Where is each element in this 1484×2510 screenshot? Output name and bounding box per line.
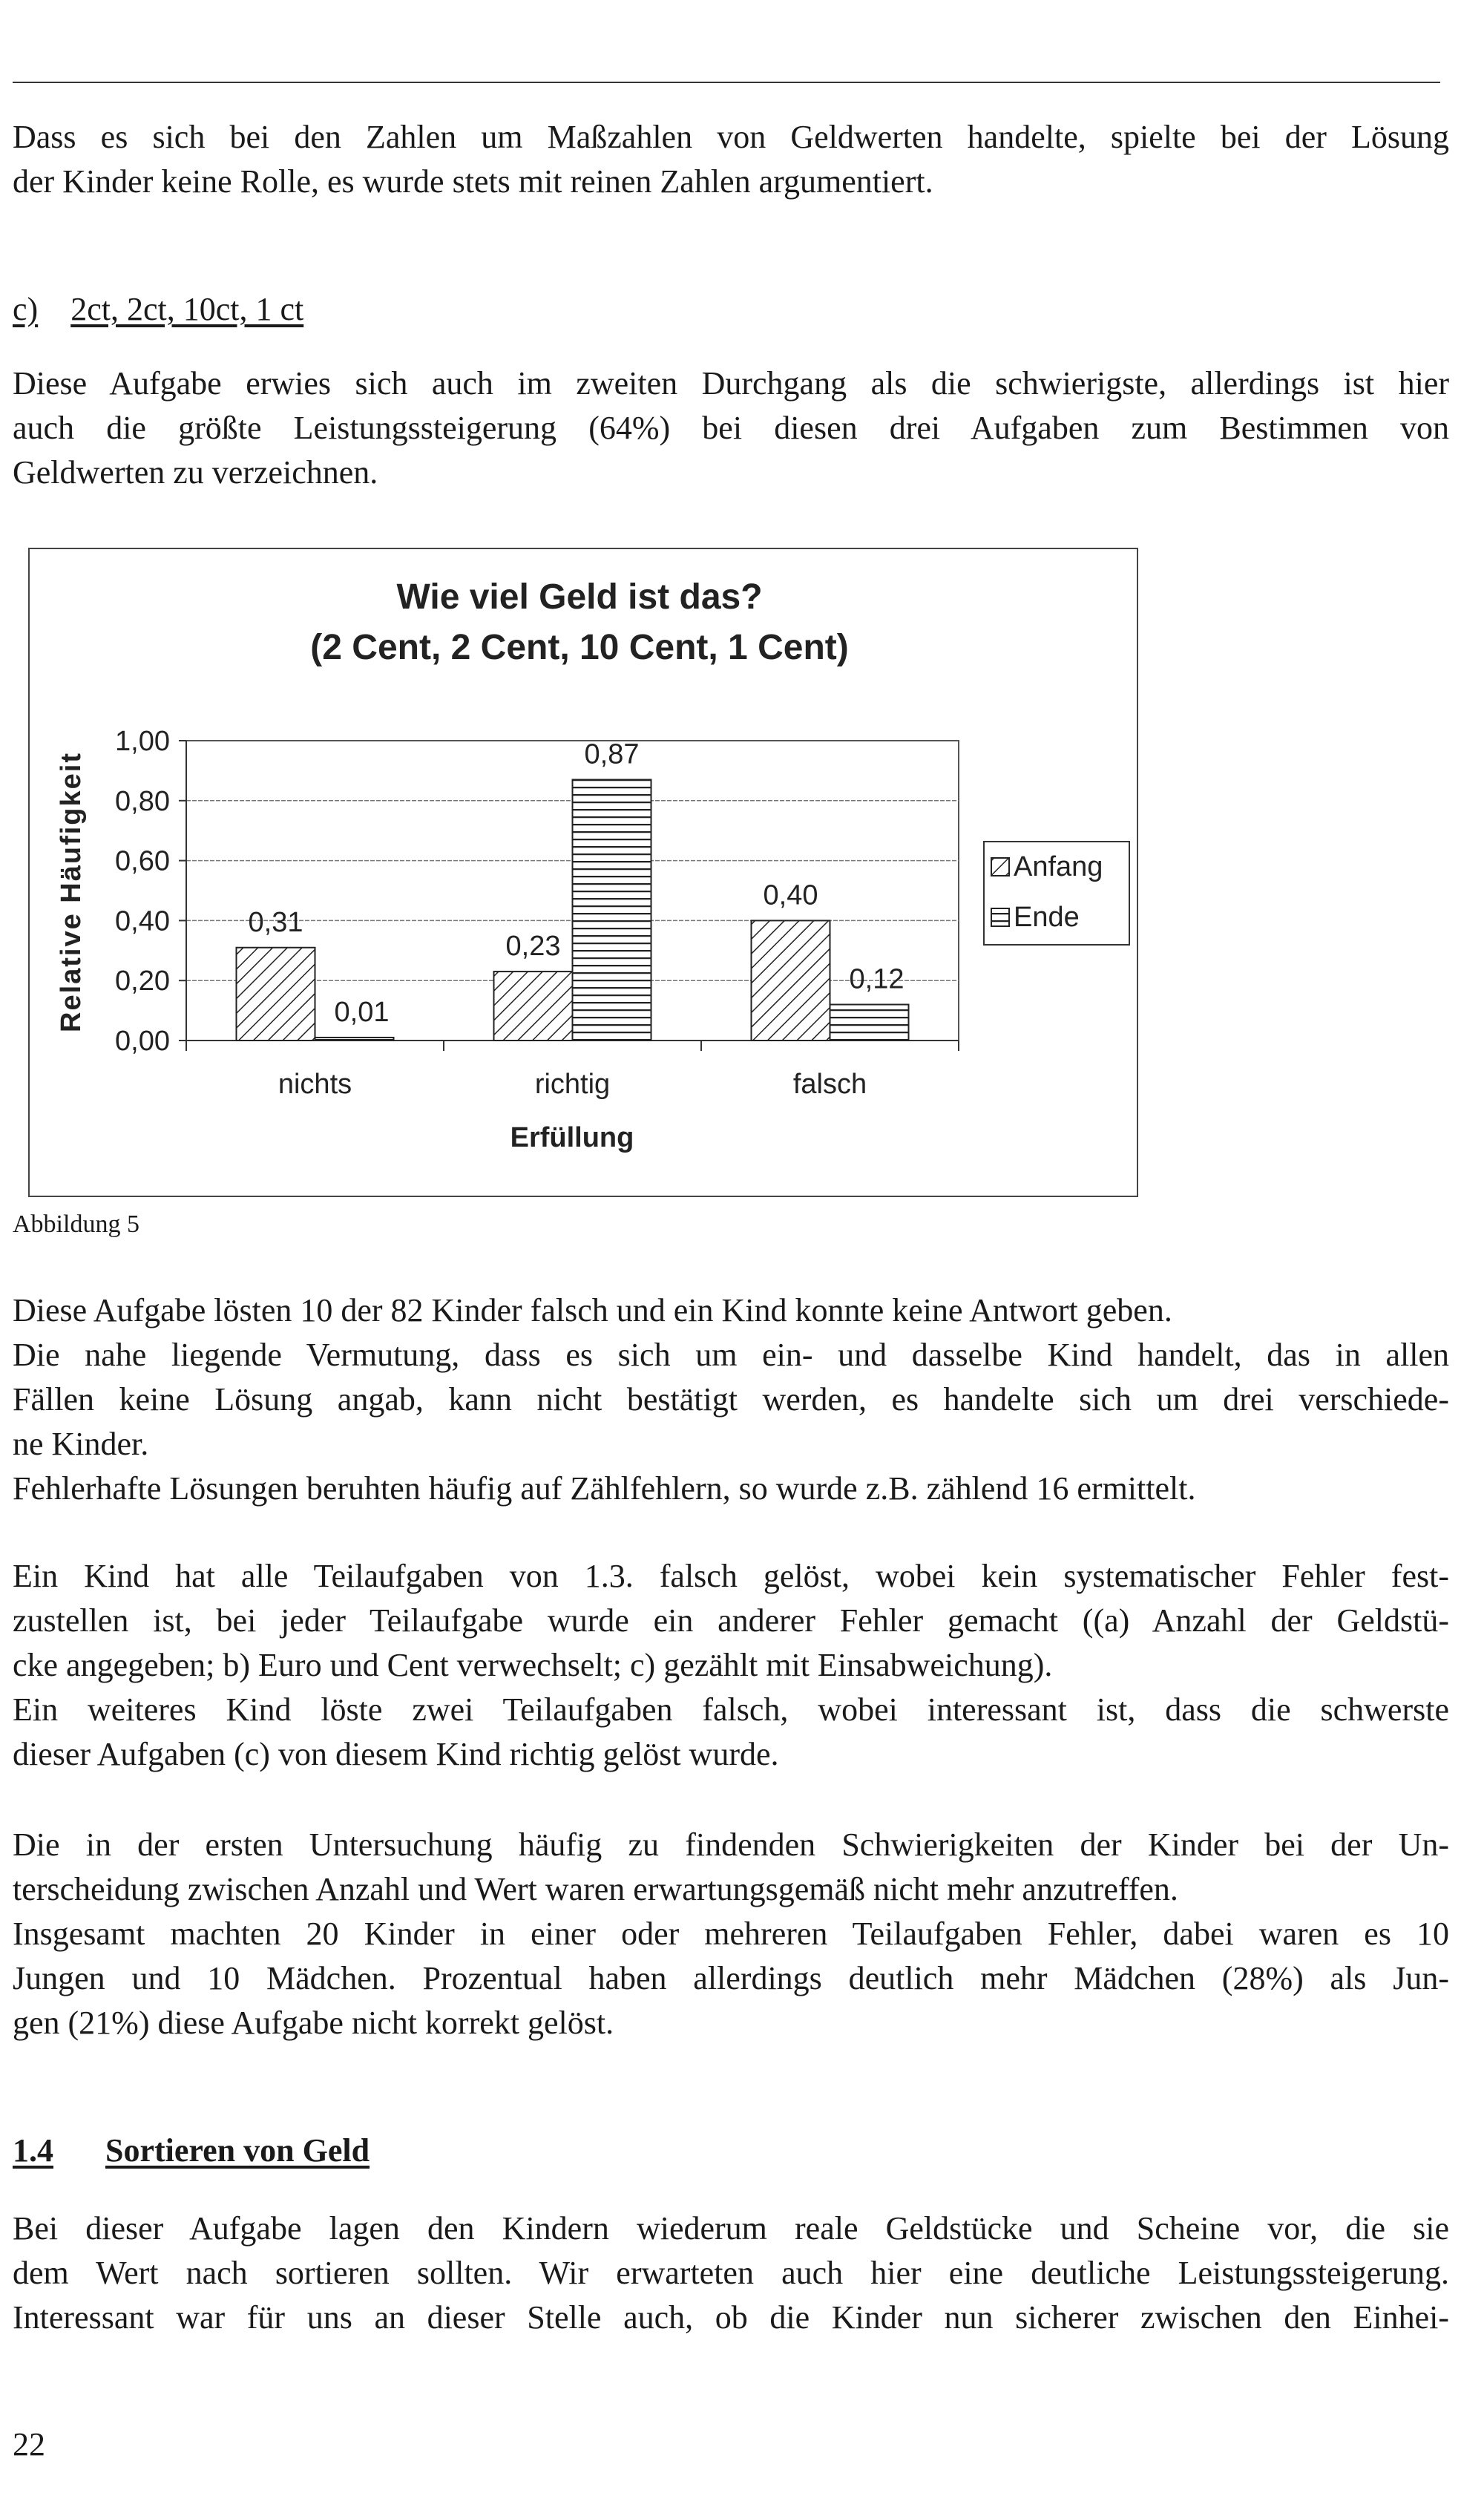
x-tick-label-nichts: nichts: [278, 1069, 352, 1100]
legend: Anfang Ende: [983, 841, 1130, 946]
data-label: 0,87: [585, 739, 640, 770]
text-line: Bei dieser Aufgabe lagen den Kindern wie…: [13, 2210, 1449, 2247]
page-number: 22: [13, 2426, 45, 2463]
y-tick-label: 1,00: [115, 726, 170, 757]
data-label: 0,12: [850, 964, 904, 995]
section-title: Sortieren von Geld: [105, 2132, 370, 2169]
bar-ende-nichts: [314, 1036, 395, 1041]
text-line: Fällen keine Lösung angab, kann nicht be…: [13, 1381, 1449, 1418]
paragraph-1: Dass es sich bei den Zahlen um Maßzahlen…: [13, 115, 1449, 204]
bar-ende-richtig: [571, 779, 652, 1042]
bar-anfang-nichts: [235, 946, 316, 1042]
text-line: cke angegeben; b) Euro und Cent verwechs…: [13, 1647, 1053, 1683]
y-tick-label: 0,00: [115, 1026, 170, 1057]
text-line: ne Kinder.: [13, 1426, 149, 1462]
y-tick-label: 0,80: [115, 786, 170, 817]
text-line: Ein Kind hat alle Teilaufgaben von 1.3. …: [13, 1558, 1449, 1594]
text-line: Insgesamt machten 20 Kinder in einer ode…: [13, 1916, 1449, 1952]
legend-swatch-ende: [991, 908, 1010, 927]
text-line: Interessant war für uns an dieser Stelle…: [13, 2299, 1449, 2336]
subsection-label: c): [13, 291, 39, 327]
text-line: Dass es sich bei den Zahlen um Maßzahlen…: [13, 119, 1449, 155]
data-label: 0,23: [506, 931, 561, 962]
text-line: Die in der ersten Untersuchung häufig zu…: [13, 1826, 1449, 1863]
paragraph-5: Die in der ersten Untersuchung häufig zu…: [13, 1823, 1449, 2045]
paragraph-2: Diese Aufgabe erwies sich auch im zweite…: [13, 361, 1449, 495]
legend-swatch-anfang: [991, 857, 1010, 876]
data-label: 0,01: [335, 997, 390, 1028]
text-line: terscheidung zwischen Anzahl und Wert wa…: [13, 1871, 1178, 1907]
subsection-heading: c) 2ct, 2ct, 10ct, 1 ct: [13, 287, 1449, 332]
text-line: dem Wert nach sortieren sollten. Wir erw…: [13, 2255, 1449, 2291]
chart-subtitle: (2 Cent, 2 Cent, 10 Cent, 1 Cent): [310, 628, 848, 667]
x-axis-label: Erfüllung: [510, 1122, 634, 1153]
legend-label-ende: Ende: [1014, 902, 1080, 933]
bar-ende-falsch: [829, 1003, 910, 1042]
bar-anfang-richtig: [493, 971, 574, 1041]
header-rule: [13, 82, 1440, 83]
bar-anfang-falsch: [750, 920, 831, 1042]
text-line: gen (21%) diese Aufgabe nicht korrekt ge…: [13, 2005, 614, 2041]
text-line: auch die größte Leistungssteigerung (64%…: [13, 410, 1449, 446]
text-line: Fehlerhafte Lösungen beruhten häufig auf…: [13, 1470, 1196, 1507]
data-label: 0,40: [764, 879, 818, 911]
chart-title: Wie viel Geld ist das?: [396, 577, 762, 617]
paragraph-3: Diese Aufgabe lösten 10 der 82 Kinder fa…: [13, 1288, 1449, 1511]
text-line: Diese Aufgabe lösten 10 der 82 Kinder fa…: [13, 1292, 1172, 1328]
section-heading: 1.4 Sortieren von Geld: [13, 2129, 1449, 2173]
text-line: Geldwerten zu verzeichnen.: [13, 454, 378, 491]
x-tick-label-falsch: falsch: [793, 1069, 867, 1100]
legend-label-anfang: Anfang: [1014, 851, 1103, 882]
y-tick-label: 0,60: [115, 846, 170, 877]
text-line: Jungen und 10 Mädchen. Prozentual haben …: [13, 1960, 1449, 1996]
figure-caption: Abbildung 5: [13, 1210, 139, 1238]
x-tick-label-richtig: richtig: [535, 1069, 610, 1100]
bar-chart: Wie viel Geld ist das? (2 Cent, 2 Cent, …: [28, 548, 1138, 1197]
text-line: Diese Aufgabe erwies sich auch im zweite…: [13, 365, 1449, 402]
text-line: Die nahe liegende Vermutung, dass es sic…: [13, 1337, 1449, 1373]
subsection-title: 2ct, 2ct, 10ct, 1 ct: [70, 291, 304, 327]
paragraph-4: Ein Kind hat alle Teilaufgaben von 1.3. …: [13, 1554, 1449, 1777]
section-number: 1.4: [13, 2132, 53, 2169]
text-line: der Kinder keine Rolle, es wurde stets m…: [13, 163, 933, 200]
text-line: zustellen ist, bei jeder Teilaufgabe wur…: [13, 1602, 1449, 1639]
y-tick-label: 0,20: [115, 966, 170, 997]
paragraph-6: Bei dieser Aufgabe lagen den Kindern wie…: [13, 2206, 1449, 2340]
y-tick-label: 0,40: [115, 905, 170, 937]
data-label: 0,31: [249, 907, 303, 938]
text-line: dieser Aufgaben (c) von diesem Kind rich…: [13, 1736, 779, 1772]
text-line: Ein weiteres Kind löste zwei Teilaufgabe…: [13, 1691, 1449, 1728]
y-axis-label: Relative Häufigkeit: [56, 752, 87, 1032]
